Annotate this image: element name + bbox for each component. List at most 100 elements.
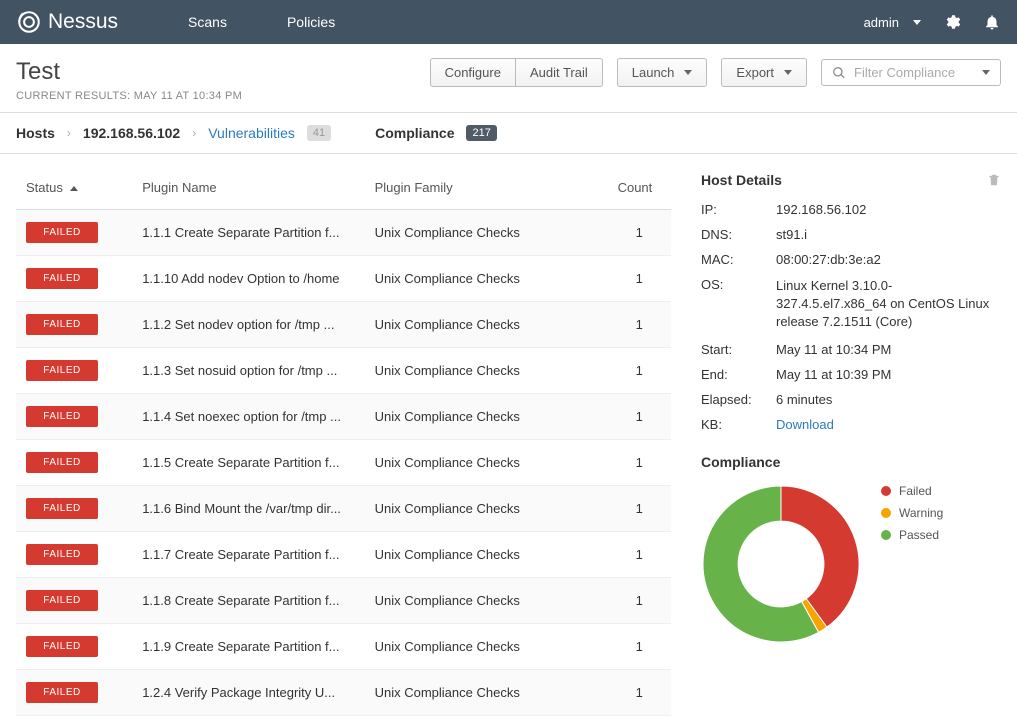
table-row[interactable]: FAILED1.1.8 Create Separate Partition f.… — [16, 578, 671, 624]
table-row[interactable]: FAILED 1.1.6 Bind Mount the /var/tmp dir.… — [16, 486, 671, 532]
status-badge: FAILED — [26, 498, 98, 519]
nav-scans[interactable]: Scans — [188, 14, 227, 30]
table-row[interactable]: FAILED1.1.5 Create Separate Partition f.… — [16, 440, 671, 486]
search-icon — [832, 66, 846, 80]
trash-icon[interactable] — [987, 173, 1001, 187]
plugin-name-cell: 1.1.2 Set nodev option for /tmp ... — [132, 302, 364, 348]
tab-compliance[interactable]: Compliance — [375, 125, 454, 141]
status-badge: FAILED — [26, 314, 98, 335]
user-label: admin — [864, 15, 899, 30]
mac-label: MAC: — [701, 252, 776, 267]
crumb-hosts[interactable]: Hosts — [16, 125, 55, 141]
plugin-family-cell: Unix Compliance Checks — [365, 302, 608, 348]
dot-warning — [881, 508, 891, 518]
main: Status Plugin Name Plugin Family Count F… — [0, 154, 1017, 716]
plugin-family-cell: Unix Compliance Checks — [365, 624, 608, 670]
start-label: Start: — [701, 342, 776, 357]
count-cell: 1 — [608, 486, 671, 532]
crumb-host-ip[interactable]: 192.168.56.102 — [83, 125, 180, 141]
elapsed-value: 6 minutes — [776, 392, 1001, 407]
top-nav: Nessus Scans Policies admin — [0, 0, 1017, 44]
plugin-name-cell: 1.1.1 Create Separate Partition f... — [132, 210, 364, 256]
end-label: End: — [701, 367, 776, 382]
launch-button[interactable]: Launch — [617, 58, 708, 87]
legend-passed-label: Passed — [899, 528, 939, 542]
bell-icon[interactable] — [983, 13, 1001, 31]
plugin-family-cell: Unix Compliance Checks — [365, 532, 608, 578]
plugin-name-cell: 1.1.6 Bind Mount the /var/tmp dir... — [132, 486, 364, 532]
col-status[interactable]: Status — [16, 172, 132, 210]
status-badge: FAILED — [26, 682, 98, 703]
legend-passed: Passed — [881, 528, 943, 542]
status-badge: FAILED — [26, 406, 98, 427]
plugin-family-cell: Unix Compliance Checks — [365, 578, 608, 624]
col-count[interactable]: Count — [608, 172, 671, 210]
plugin-family-cell: Unix Compliance Checks — [365, 486, 608, 532]
count-cell: 1 — [608, 348, 671, 394]
compliance-count-badge: 217 — [466, 125, 496, 141]
status-badge: FAILED — [26, 544, 98, 565]
compliance-donut — [701, 484, 861, 644]
kb-download-link[interactable]: Download — [776, 417, 834, 432]
user-menu[interactable]: admin — [864, 15, 921, 30]
page-title: Test — [16, 58, 242, 86]
chart-legend: Failed Warning Passed — [881, 484, 943, 550]
table-row[interactable]: FAILED 1.1.2 Set nodev option for /tmp ..… — [16, 302, 671, 348]
elapsed-label: Elapsed: — [701, 392, 776, 407]
export-button[interactable]: Export — [721, 58, 807, 87]
tab-vulnerabilities[interactable]: Vulnerabilities — [208, 125, 295, 141]
col-plugin-family[interactable]: Plugin Family — [365, 172, 608, 210]
title-block: Test CURRENT RESULTS: MAY 11 AT 10:34 PM — [16, 58, 242, 102]
breadcrumb: Hosts › 192.168.56.102 › Vulnerabilities… — [0, 113, 1017, 154]
brand[interactable]: Nessus — [16, 9, 118, 35]
count-cell: 1 — [608, 670, 671, 716]
plugin-name-cell: 1.1.7 Create Separate Partition f... — [132, 532, 364, 578]
chevron-down-icon — [784, 70, 792, 75]
nav-policies[interactable]: Policies — [287, 14, 335, 30]
table-row[interactable]: FAILED1.1.4 Set noexec option for /tmp .… — [16, 394, 671, 440]
gear-icon[interactable] — [943, 13, 961, 31]
brand-text: Nessus — [48, 10, 118, 34]
count-cell: 1 — [608, 210, 671, 256]
table-row[interactable]: FAILED1.1.3 Set nosuid option for /tmp .… — [16, 348, 671, 394]
count-cell: 1 — [608, 440, 671, 486]
configure-button[interactable]: Configure — [430, 58, 516, 87]
plugin-family-cell: Unix Compliance Checks — [365, 394, 608, 440]
btn-group-config: Configure Audit Trail — [430, 58, 603, 87]
vuln-count-badge: 41 — [307, 125, 331, 141]
results-table: Status Plugin Name Plugin Family Count F… — [16, 172, 671, 716]
plugin-family-cell: Unix Compliance Checks — [365, 670, 608, 716]
count-cell: 1 — [608, 256, 671, 302]
plugin-family-cell: Unix Compliance Checks — [365, 256, 608, 302]
dot-passed — [881, 530, 891, 540]
plugin-name-cell: 1.1.8 Create Separate Partition f... — [132, 578, 364, 624]
nav-links: Scans Policies — [188, 14, 335, 30]
col-status-label: Status — [26, 180, 63, 195]
audit-trail-button[interactable]: Audit Trail — [516, 58, 603, 87]
count-cell: 1 — [608, 624, 671, 670]
chevron-down-icon — [913, 20, 921, 25]
ip-value: 192.168.56.102 — [776, 202, 1001, 217]
os-label: OS: — [701, 277, 776, 332]
legend-failed-label: Failed — [899, 484, 932, 498]
page-subtitle: CURRENT RESULTS: MAY 11 AT 10:34 PM — [16, 90, 242, 102]
table-row[interactable]: FAILED 1.1.7 Create Separate Partition f.… — [16, 532, 671, 578]
legend-warning: Warning — [881, 506, 943, 520]
chevron-down-icon — [982, 70, 990, 75]
mac-value: 08:00:27:db:3e:a2 — [776, 252, 1001, 267]
table-row[interactable]: FAILED1.1.10 Add nodev Option to /homeUn… — [16, 256, 671, 302]
col-plugin-name[interactable]: Plugin Name — [132, 172, 364, 210]
table-row[interactable]: FAILED1.1.9 Create Separate Partition f.… — [16, 624, 671, 670]
start-value: May 11 at 10:34 PM — [776, 342, 1001, 357]
chevron-down-icon — [684, 70, 692, 75]
host-details-heading: Host Details — [701, 172, 1001, 188]
filter-input[interactable] — [854, 65, 974, 80]
plugin-name-cell: 1.1.3 Set nosuid option for /tmp ... — [132, 348, 364, 394]
compliance-chart-row: Failed Warning Passed — [701, 484, 1001, 644]
table-row[interactable]: FAILED1.2.4 Verify Package Integrity U..… — [16, 670, 671, 716]
status-badge: FAILED — [26, 636, 98, 657]
dns-value: st91.i — [776, 227, 1001, 242]
table-row[interactable]: FAILED1.1.1 Create Separate Partition f.… — [16, 210, 671, 256]
count-cell: 1 — [608, 394, 671, 440]
filter-box[interactable] — [821, 59, 1001, 86]
